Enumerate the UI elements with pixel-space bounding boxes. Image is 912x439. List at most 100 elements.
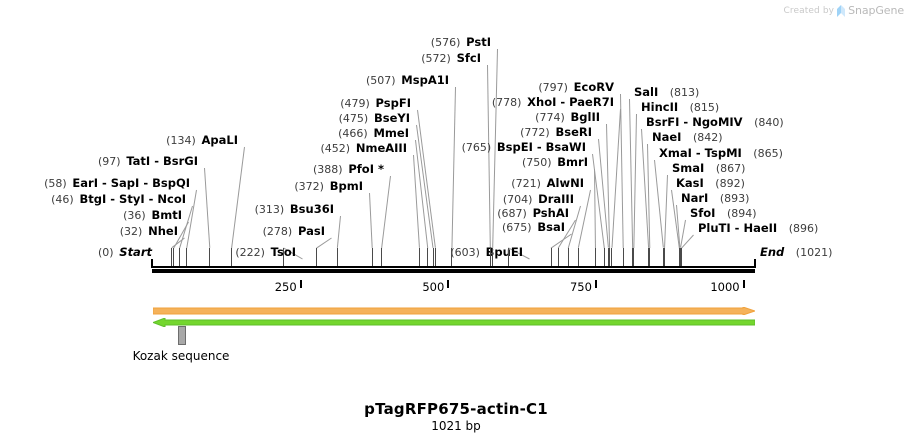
site-enzyme-name: HincII (641, 100, 679, 114)
site-position: (475) (338, 112, 369, 125)
restriction-site-label[interactable]: BsrFI - NgoMIV (840) (646, 116, 784, 129)
site-position: (372) (294, 180, 324, 193)
restriction-site-label[interactable]: (675) BsaI (0, 221, 565, 234)
site-position: (797) (538, 81, 568, 94)
restriction-site-label[interactable]: (278) PasI (0, 225, 325, 238)
restriction-site-label[interactable]: (46) BtgI - StyI - NcoI (0, 193, 186, 206)
restriction-site-label[interactable]: (765) BspEI - BsaWI (0, 141, 586, 154)
site-enzyme-name: BpmI (329, 179, 363, 193)
terminal-position: (0) (97, 246, 114, 259)
restriction-site-label[interactable]: SfoI (894) (690, 207, 757, 220)
site-position: (774) (535, 111, 565, 124)
site-position: (750) (521, 156, 552, 169)
restriction-site-label[interactable]: (687) PshAI (0, 207, 569, 220)
plasmid-title: pTagRFP675-actin-C1 (364, 400, 548, 418)
restriction-site-label[interactable]: (721) AlwNI (0, 177, 584, 190)
site-tick (648, 248, 649, 266)
site-tick (558, 248, 559, 266)
leader-line (633, 113, 637, 248)
restriction-site-label[interactable]: (36) BmtI (0, 209, 182, 222)
site-enzyme-name: BmtI (151, 208, 182, 222)
site-tick (632, 248, 633, 266)
restriction-site-label[interactable]: XmaI - TspMI (865) (659, 147, 783, 160)
restriction-site-label[interactable]: NarI (893) (681, 192, 749, 205)
restriction-site-label[interactable]: SmaI (867) (672, 162, 745, 175)
restriction-site-label[interactable]: (750) BmrI (0, 156, 588, 169)
site-tick (664, 248, 665, 266)
site-enzyme-name: Bsu36I (289, 202, 334, 216)
restriction-site-label[interactable]: (479) PspFI (0, 97, 411, 110)
site-enzyme-name: BsrFI - NgoMIV (646, 115, 743, 129)
restriction-site-label[interactable]: (313) Bsu36I (0, 203, 334, 216)
restriction-site-label[interactable]: HincII (815) (641, 101, 719, 114)
site-position: (896) (788, 222, 819, 235)
site-tick (381, 248, 382, 266)
leader-line (577, 189, 591, 249)
restriction-site-label[interactable]: KasI (892) (676, 177, 745, 190)
site-tick (337, 248, 338, 266)
terminal-label-end: End (1021) (760, 246, 832, 259)
site-tick (681, 248, 682, 266)
restriction-site-label[interactable]: (134) ApaLI (0, 134, 238, 147)
site-enzyme-name: PshAI (532, 206, 569, 220)
site-tick (179, 248, 180, 266)
ruler-tick-label: 500 (422, 280, 445, 294)
restriction-site-label[interactable]: (452) NmeAIII (0, 142, 408, 155)
restriction-site-label[interactable]: (58) EarI - SapI - BspQI (0, 177, 190, 190)
restriction-site-label[interactable]: (475) BseYI (0, 112, 410, 125)
restriction-site-label[interactable]: (704) DraIII (0, 193, 574, 206)
site-position: (134) (166, 134, 196, 147)
restriction-site-label[interactable]: (372) BpmI (0, 180, 363, 193)
green-feature-arrow[interactable] (151, 312, 756, 328)
restriction-site-label[interactable]: PluTI - HaeII (896) (698, 222, 818, 235)
restriction-site-label[interactable]: (603) BpuEI (0, 246, 523, 259)
site-tick (508, 248, 509, 266)
site-tick (608, 248, 609, 266)
restriction-site-label[interactable]: (778) XhoI - PaeR7I (0, 96, 614, 109)
orange-feature-arrow[interactable] (152, 300, 757, 316)
site-enzyme-name: BspEI - BsaWI (496, 140, 586, 154)
site-tick (433, 248, 434, 266)
restriction-site-label[interactable]: (388) PfoI * (0, 163, 384, 176)
leader-line (681, 234, 694, 249)
site-enzyme-name: XmaI - TspMI (659, 146, 742, 160)
restriction-site-label[interactable]: NaeI (842) (652, 131, 723, 144)
site-enzyme-name: SfoI (690, 206, 716, 220)
site-enzyme-name: BseRI (555, 125, 592, 139)
restriction-site-label[interactable]: (797) EcoRV (0, 81, 614, 94)
restriction-site-label[interactable]: SalI (813) (634, 86, 699, 99)
site-enzyme-name: BseYI (373, 111, 410, 125)
site-position: (687) (497, 207, 527, 220)
site-position: (507) (365, 74, 396, 87)
restriction-site-label[interactable]: (32) NheI (0, 225, 178, 238)
restriction-site-label[interactable]: (97) TatI - BsrGI (0, 155, 198, 168)
site-position: (36) (123, 209, 146, 222)
site-enzyme-name: BpuEI (485, 245, 523, 259)
snapgene-logo-icon (837, 4, 846, 17)
restriction-site-label[interactable]: (772) BseRI (0, 126, 592, 139)
leader-line (664, 174, 668, 249)
site-position: (222) (235, 246, 265, 259)
site-enzyme-name: BtgI - StyI - NcoI (79, 192, 186, 206)
site-tick (492, 248, 493, 266)
site-enzyme-name: NarI (681, 191, 709, 205)
restriction-site-label[interactable]: (576) PstI (0, 36, 491, 49)
restriction-site-label[interactable]: (572) SfcI (0, 52, 481, 65)
site-enzyme-name: PasI (297, 224, 325, 238)
terminal-name: End (760, 245, 785, 259)
restriction-site-label[interactable]: (774) BglII (0, 111, 600, 124)
site-enzyme-name: KasI (676, 176, 704, 190)
restriction-site-label[interactable]: (466) MmeI (0, 127, 409, 140)
site-position: (813) (669, 86, 700, 99)
site-position: (603) (450, 246, 480, 259)
kozak-sequence-marker[interactable] (178, 326, 186, 345)
site-tick (419, 248, 420, 266)
site-enzyme-name: AlwNI (546, 176, 584, 190)
terminal-tick (151, 259, 153, 268)
site-position: (46) (51, 193, 74, 206)
site-position: (675) (502, 221, 532, 234)
restriction-site-label[interactable]: (507) MspA1I (0, 74, 449, 87)
site-enzyme-name: XhoI - PaeR7I (527, 95, 614, 109)
site-tick (171, 248, 172, 266)
site-tick (633, 248, 634, 266)
